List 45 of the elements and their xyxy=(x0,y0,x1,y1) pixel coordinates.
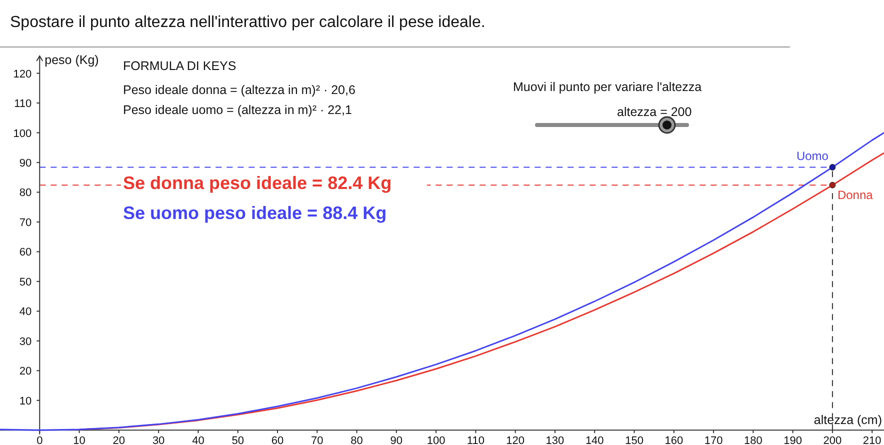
y-tick-label: 120 xyxy=(13,68,32,80)
x-tick-label: 70 xyxy=(311,435,324,445)
x-tick-label: 100 xyxy=(426,435,446,445)
x-tick-label: 110 xyxy=(466,435,484,445)
annotation: Muovi il punto per variare l'altezza xyxy=(513,80,702,94)
x-tick-label: 10 xyxy=(73,435,86,445)
series-label: Donna xyxy=(837,188,874,202)
x-tick-label: 90 xyxy=(390,435,403,445)
x-tick-label: 80 xyxy=(350,435,363,445)
y-tick-label: 80 xyxy=(19,187,32,200)
x-tick-label: 150 xyxy=(625,435,644,445)
y-tick-label: 60 xyxy=(19,246,32,259)
x-tick-label: 20 xyxy=(112,435,126,445)
x-tick-label: 40 xyxy=(192,435,204,445)
x-tick-label: 170 xyxy=(704,435,723,445)
x-tick-label: 140 xyxy=(585,435,604,445)
x-axis-title: altezza (cm) xyxy=(814,413,882,428)
x-tick-label: 180 xyxy=(744,435,762,445)
x-tick-label: 160 xyxy=(664,435,684,445)
annotation: FORMULA DI KEYS xyxy=(123,59,236,73)
y-tick-label: 30 xyxy=(19,336,32,348)
x-tick-label: 200 xyxy=(823,435,842,445)
annotation: Se uomo peso ideale = 88.4 Kg xyxy=(123,203,387,223)
y-axis-title: peso (Kg) xyxy=(44,53,99,67)
x-tick-label: 50 xyxy=(232,435,244,445)
y-tick-label: 20 xyxy=(19,366,32,378)
y-tick-label: 40 xyxy=(19,306,32,318)
x-tick-label: 190 xyxy=(784,435,802,445)
chart-title: Spostare il punto altezza nell'interattivo per calcolare il pese ideale. xyxy=(10,14,486,31)
x-tick-label: 130 xyxy=(546,435,564,445)
x-tick-label: 60 xyxy=(271,435,284,445)
y-tick-label: 10 xyxy=(19,395,32,408)
annotation: altezza = 200 xyxy=(617,105,692,119)
annotation: Peso ideale uomo = (altezza in m)² · 22,1 xyxy=(123,103,352,117)
x-tick-label: 210 xyxy=(862,435,882,445)
x-tick-label: 120 xyxy=(506,435,525,445)
y-tick-label: 110 xyxy=(14,98,32,110)
annotation: Peso ideale donna = (altezza in m)² · 20,6 xyxy=(123,83,356,97)
annotation: Se donna peso ideale = 82.4 Kg xyxy=(123,173,392,193)
x-tick-label: 30 xyxy=(152,435,165,445)
y-tick-label: 100 xyxy=(13,128,32,140)
y-tick-label: 70 xyxy=(19,216,32,229)
y-tick-label: 90 xyxy=(19,157,32,170)
y-tick-label: 50 xyxy=(19,276,32,288)
series-label: Uomo xyxy=(796,149,829,164)
